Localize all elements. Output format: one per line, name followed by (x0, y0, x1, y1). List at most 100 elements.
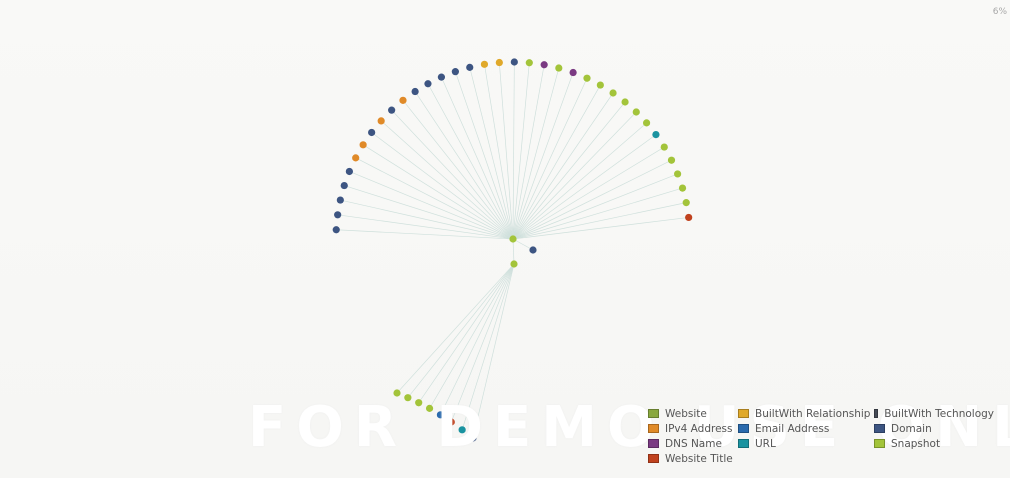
graph-edge (414, 91, 514, 240)
graph-edge (512, 67, 560, 240)
node-snapshot[interactable] (621, 98, 629, 106)
legend-label: Website Title (665, 452, 733, 465)
node-dns-name[interactable] (540, 61, 548, 69)
node-domain[interactable] (332, 226, 340, 234)
node-domain[interactable] (529, 246, 537, 254)
builtwith-technology-swatch-icon (874, 409, 879, 418)
node-domain[interactable] (388, 106, 396, 114)
graph-edge (391, 109, 514, 240)
node-domain[interactable] (336, 196, 344, 204)
node-url[interactable] (458, 426, 466, 434)
graph-edge (340, 199, 514, 240)
dns-name-swatch-icon (648, 439, 659, 448)
graph-edge (484, 64, 514, 240)
legend-item-website: Website (648, 407, 738, 420)
node-snapshot[interactable] (583, 74, 591, 82)
node-domain[interactable] (437, 73, 446, 81)
node-snapshot[interactable] (667, 156, 676, 164)
node-snapshot[interactable] (642, 119, 651, 127)
graph-edge (512, 202, 687, 240)
node-snapshot[interactable] (596, 81, 604, 89)
node-snapshot[interactable] (678, 184, 687, 192)
domain-swatch-icon (874, 424, 885, 433)
node-snapshot[interactable] (682, 199, 690, 207)
graph-edge (355, 157, 514, 240)
node-domain[interactable] (424, 80, 432, 88)
node-snapshot[interactable] (555, 64, 563, 72)
email-address-swatch-icon (738, 424, 749, 433)
legend-item-email-address: Email Address (738, 422, 874, 435)
legend-item-website-title: Website Title (648, 452, 738, 465)
snapshot-swatch-icon (874, 439, 885, 448)
graph-edge (512, 92, 614, 240)
graph-edge (512, 146, 665, 240)
node-snapshot[interactable] (660, 143, 668, 151)
legend-item-domain: Domain (874, 422, 994, 435)
graph-edge (337, 214, 514, 240)
graph-edge (349, 171, 514, 240)
graph-edge (512, 64, 545, 240)
node-domain[interactable] (345, 167, 353, 176)
node-snapshot[interactable] (509, 235, 517, 243)
node-domain[interactable] (368, 128, 376, 137)
graph-edge (512, 238, 515, 265)
node-website-title[interactable] (447, 418, 455, 426)
graph-edge (336, 229, 514, 240)
legend-label: Email Address (755, 422, 830, 435)
node-snapshot[interactable] (425, 404, 434, 412)
legend-label: BuiltWith Technology (884, 407, 994, 420)
node-domain[interactable] (510, 58, 518, 66)
node-snapshot[interactable] (525, 59, 533, 67)
legend-label: URL (755, 437, 776, 450)
node-domain[interactable] (340, 181, 348, 190)
node-domain[interactable] (334, 211, 342, 219)
node-url[interactable] (652, 131, 660, 139)
node-website-title[interactable] (685, 213, 693, 222)
node-snapshot[interactable] (609, 89, 617, 97)
legend-label: Snapshot (891, 437, 941, 450)
node-ipv4-address[interactable] (399, 96, 407, 104)
graph-edge (512, 101, 626, 240)
graph-legend: Website BuiltWith Relationship BuiltWith… (648, 407, 994, 465)
node-builtwith-relationship[interactable] (480, 60, 489, 68)
node-email-address[interactable] (436, 411, 445, 419)
node-ipv4-address[interactable] (352, 154, 360, 162)
graph-edge (418, 263, 515, 403)
graph-edges (336, 62, 689, 439)
website-title-swatch-icon (648, 454, 659, 463)
node-snapshot[interactable] (632, 108, 640, 116)
node-snapshot[interactable] (404, 394, 412, 402)
graph-edge (512, 78, 588, 240)
node-snapshot[interactable] (393, 389, 401, 397)
graph-edge (512, 122, 647, 240)
node-dns-name[interactable] (569, 68, 577, 77)
legend-item-builtwith-relationship: BuiltWith Relationship (738, 407, 874, 420)
node-snapshot[interactable] (510, 260, 518, 268)
graph-edge (362, 144, 514, 240)
graph-edge (512, 62, 530, 240)
legend-item-dns-name: DNS Name (648, 437, 738, 450)
graph-edge (512, 217, 689, 240)
node-domain[interactable] (469, 434, 477, 442)
graph-edge (461, 263, 515, 430)
graph-edge (407, 263, 515, 398)
node-snapshot[interactable] (674, 170, 682, 178)
node-domain[interactable] (451, 68, 459, 76)
graph-edge (380, 120, 514, 240)
graph-edge (396, 263, 515, 394)
graph-edge (512, 111, 637, 240)
node-snapshot[interactable] (415, 399, 423, 407)
graph-edge (512, 72, 574, 240)
graph-edge (402, 100, 514, 240)
node-builtwith-relationship[interactable] (495, 58, 503, 67)
graph-nodes (332, 58, 693, 442)
node-ipv4-address[interactable] (377, 117, 385, 125)
graph-edge (429, 263, 515, 409)
node-domain[interactable] (411, 87, 419, 96)
graph-edge (450, 263, 515, 423)
node-domain[interactable] (466, 63, 474, 71)
graph-edge (498, 62, 514, 240)
node-ipv4-address[interactable] (359, 141, 367, 149)
